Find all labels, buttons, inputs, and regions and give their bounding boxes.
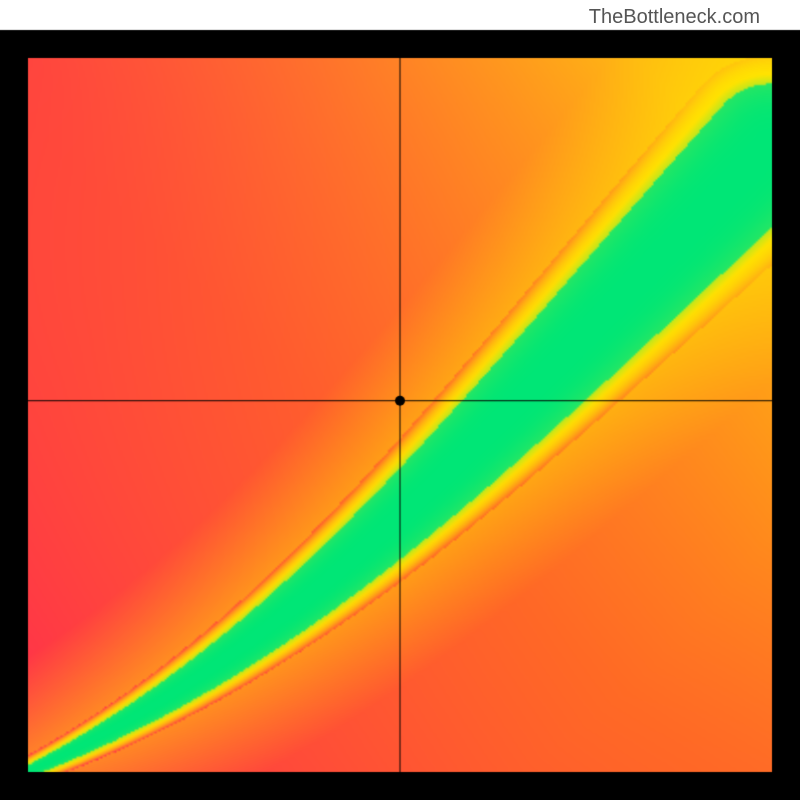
heatmap-canvas xyxy=(0,0,800,800)
watermark-text: TheBottleneck.com xyxy=(589,6,760,29)
